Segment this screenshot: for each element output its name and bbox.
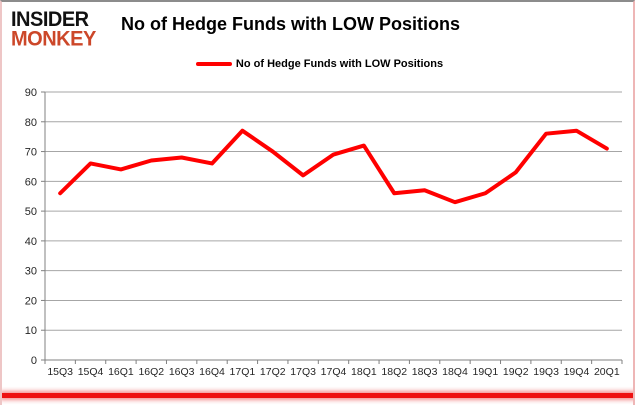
logo-text-insider: INSIDER xyxy=(11,7,89,32)
series-line xyxy=(58,128,609,205)
x-tick-label: 16Q4 xyxy=(199,366,225,378)
page-title: No of Hedge Funds with LOW Positions xyxy=(121,14,460,34)
y-tick-label: 20 xyxy=(25,295,37,307)
x-tick-label: 20Q1 xyxy=(594,366,620,378)
x-tick-label: 19Q3 xyxy=(533,366,559,378)
x-tick-label: 17Q2 xyxy=(260,366,286,378)
x-tick-label: 16Q2 xyxy=(138,366,164,378)
y-tick-label: 70 xyxy=(25,147,37,159)
logo-text-monkey: MONKEY xyxy=(11,26,96,51)
x-tick-label: 17Q3 xyxy=(290,366,316,378)
x-tick-label: 16Q3 xyxy=(169,366,195,378)
x-tick-label: 16Q1 xyxy=(108,366,134,378)
y-tick-label: 80 xyxy=(25,117,37,129)
x-tick-label: 17Q1 xyxy=(230,366,256,378)
x-tick-label: 18Q4 xyxy=(442,366,468,378)
x-tick-label: 17Q4 xyxy=(321,366,347,378)
y-tick-label: 60 xyxy=(25,176,37,188)
legend-line-swatch xyxy=(195,62,232,66)
x-tick-label: 15Q3 xyxy=(47,366,73,378)
legend-label: No of Hedge Funds with LOW Positions xyxy=(235,58,444,70)
y-tick-label: 0 xyxy=(31,355,37,367)
chart-legend: No of Hedge Funds with LOW Positions xyxy=(2,58,633,70)
x-tick-label: 18Q2 xyxy=(381,366,407,378)
y-tick-label: 90 xyxy=(25,87,37,99)
x-tick-label: 19Q2 xyxy=(503,366,529,378)
y-tick-label: 10 xyxy=(25,325,37,337)
y-tick-label: 30 xyxy=(25,266,37,278)
y-tick-label: 40 xyxy=(25,236,37,248)
bottom-accent-bar xyxy=(2,393,633,398)
x-tick-label: 15Q4 xyxy=(78,366,104,378)
x-tick-label: 19Q4 xyxy=(564,366,590,378)
x-tick-label: 18Q3 xyxy=(412,366,438,378)
x-tick-label: 18Q1 xyxy=(351,366,377,378)
insider-monkey-logo: INSIDER MONKEY xyxy=(11,7,96,51)
x-tick-label: 19Q1 xyxy=(472,366,498,378)
y-tick-label: 50 xyxy=(25,206,37,218)
